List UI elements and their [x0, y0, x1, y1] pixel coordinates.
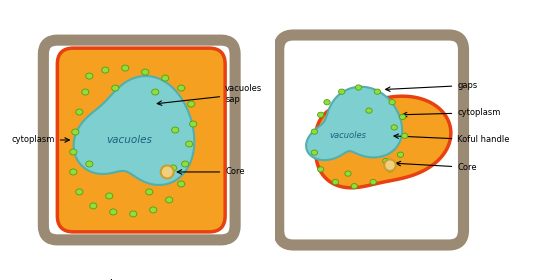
FancyBboxPatch shape [57, 48, 225, 232]
Ellipse shape [351, 184, 358, 189]
Text: gaps: gaps [386, 81, 478, 91]
Ellipse shape [166, 197, 173, 203]
Ellipse shape [186, 141, 193, 147]
Ellipse shape [384, 159, 396, 171]
Ellipse shape [177, 181, 185, 187]
Text: Figure 1: Figure 1 [104, 279, 151, 280]
Ellipse shape [177, 85, 185, 91]
Polygon shape [74, 76, 194, 185]
Ellipse shape [76, 189, 83, 195]
Text: cytoplasm: cytoplasm [11, 136, 69, 144]
Text: vacuoles: vacuoles [329, 131, 366, 140]
Text: Core: Core [396, 161, 477, 172]
Ellipse shape [332, 179, 339, 185]
Text: Koful handle: Koful handle [394, 134, 510, 144]
Ellipse shape [391, 125, 397, 130]
Ellipse shape [170, 165, 177, 171]
Ellipse shape [399, 114, 406, 120]
Ellipse shape [161, 165, 174, 178]
Ellipse shape [387, 167, 393, 172]
Ellipse shape [130, 211, 137, 217]
Ellipse shape [339, 89, 345, 94]
Ellipse shape [72, 129, 79, 135]
Ellipse shape [85, 73, 93, 79]
Ellipse shape [122, 65, 129, 71]
Ellipse shape [182, 161, 189, 167]
Ellipse shape [142, 69, 149, 75]
Ellipse shape [85, 161, 93, 167]
Ellipse shape [105, 193, 113, 199]
Ellipse shape [90, 203, 97, 209]
Ellipse shape [70, 149, 77, 155]
Ellipse shape [318, 112, 324, 117]
Ellipse shape [151, 89, 159, 95]
Ellipse shape [76, 109, 83, 115]
Text: vacuoles
sap: vacuoles sap [157, 84, 262, 105]
Ellipse shape [366, 108, 372, 113]
Text: vacuoles: vacuoles [107, 135, 152, 145]
Ellipse shape [171, 127, 179, 133]
Ellipse shape [318, 167, 324, 172]
Ellipse shape [311, 129, 318, 134]
Ellipse shape [311, 150, 318, 155]
Ellipse shape [374, 89, 380, 94]
Polygon shape [315, 96, 451, 188]
Ellipse shape [397, 152, 404, 157]
Ellipse shape [355, 85, 361, 90]
Ellipse shape [401, 133, 408, 138]
Text: cytoplasm: cytoplasm [403, 108, 500, 117]
Ellipse shape [382, 158, 389, 164]
Ellipse shape [111, 85, 119, 91]
Ellipse shape [150, 207, 157, 213]
Ellipse shape [110, 209, 117, 215]
Ellipse shape [188, 101, 195, 107]
Ellipse shape [102, 67, 109, 73]
Ellipse shape [324, 100, 330, 105]
Ellipse shape [162, 75, 169, 81]
Polygon shape [306, 87, 402, 160]
Ellipse shape [82, 89, 89, 95]
Text: Core: Core [177, 167, 245, 176]
Ellipse shape [389, 100, 395, 105]
Ellipse shape [70, 169, 77, 175]
Ellipse shape [370, 179, 377, 185]
Ellipse shape [345, 171, 351, 176]
Ellipse shape [189, 121, 197, 127]
Ellipse shape [146, 189, 153, 195]
